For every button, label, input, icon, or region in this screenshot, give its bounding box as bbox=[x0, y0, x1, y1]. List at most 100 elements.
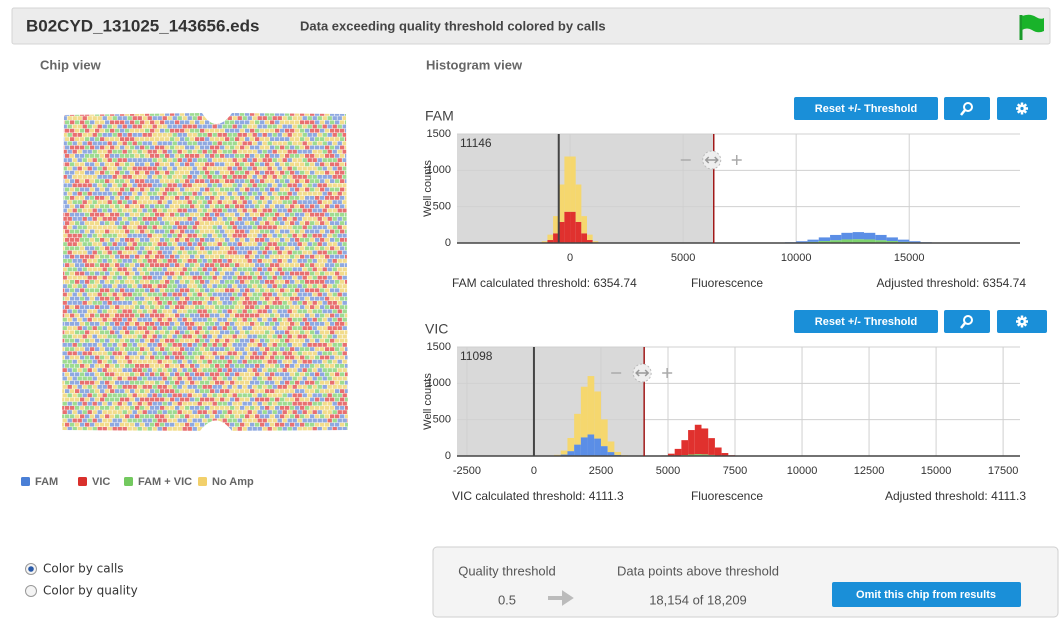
chip-well bbox=[123, 360, 127, 364]
chip-well bbox=[195, 356, 199, 360]
chip-well bbox=[303, 335, 307, 339]
chip-well bbox=[128, 360, 132, 364]
chip-well bbox=[248, 116, 252, 120]
chip-well bbox=[170, 288, 174, 292]
chip-well bbox=[303, 427, 307, 431]
chip-well bbox=[260, 120, 264, 124]
chip-well bbox=[183, 242, 187, 246]
chip-well bbox=[133, 343, 137, 347]
histogram-bar bbox=[830, 235, 841, 240]
chip-well bbox=[253, 402, 257, 406]
chip-well bbox=[88, 200, 92, 204]
chip-well bbox=[308, 234, 312, 238]
chip-well bbox=[238, 284, 242, 288]
chip-well bbox=[303, 141, 307, 145]
chip-well bbox=[293, 284, 297, 288]
chip-well bbox=[230, 297, 234, 301]
reset-button-label[interactable]: Reset +/- Threshold bbox=[815, 316, 917, 328]
chip-well bbox=[343, 393, 347, 397]
chip-well bbox=[198, 116, 202, 120]
chip-well bbox=[180, 263, 184, 267]
chip-well bbox=[148, 377, 152, 381]
chip-well bbox=[295, 129, 299, 133]
chip-well bbox=[165, 246, 169, 250]
chip-well bbox=[80, 204, 84, 208]
chip-well bbox=[333, 217, 337, 221]
radio-label[interactable]: Color by quality bbox=[43, 584, 138, 598]
chip-well bbox=[240, 389, 244, 393]
chip-well bbox=[235, 398, 239, 402]
chip-well bbox=[338, 150, 342, 154]
chip-well bbox=[280, 112, 284, 116]
chip-well bbox=[93, 410, 97, 414]
zoom-button[interactable] bbox=[944, 310, 990, 333]
histogram-bar bbox=[561, 451, 568, 455]
chip-well bbox=[108, 242, 112, 246]
histogram-bar bbox=[864, 233, 875, 240]
radio-dot[interactable] bbox=[28, 566, 34, 572]
chip-well bbox=[218, 326, 222, 330]
chip-well bbox=[125, 347, 129, 351]
chip-well bbox=[278, 293, 282, 297]
chip-well bbox=[348, 276, 352, 280]
chip-well bbox=[228, 251, 232, 255]
chip-well bbox=[193, 125, 197, 129]
chip-well bbox=[250, 305, 254, 309]
chip-well bbox=[98, 343, 102, 347]
chip-well bbox=[150, 414, 154, 418]
chip-well bbox=[138, 309, 142, 313]
chip-well bbox=[270, 372, 274, 376]
chip-well bbox=[65, 280, 69, 284]
reset-button-label[interactable]: Reset +/- Threshold bbox=[815, 103, 917, 115]
chip-well bbox=[95, 221, 99, 225]
chip-well bbox=[158, 335, 162, 339]
chip-well bbox=[230, 389, 234, 393]
chip-well bbox=[298, 259, 302, 263]
chip-well bbox=[260, 398, 264, 402]
chip-well bbox=[263, 343, 267, 347]
chip-well bbox=[65, 137, 69, 141]
chip-well bbox=[330, 322, 334, 326]
chip-well bbox=[198, 234, 202, 238]
chip-well bbox=[150, 255, 154, 259]
radio-label[interactable]: Color by calls bbox=[43, 562, 124, 576]
omit-button-label[interactable]: Omit this chip from results bbox=[856, 589, 996, 601]
chip-well bbox=[145, 154, 149, 158]
chip-well bbox=[290, 146, 294, 150]
chip-well bbox=[343, 377, 347, 381]
chip-well bbox=[98, 234, 102, 238]
chip-well bbox=[290, 406, 294, 410]
chip-well bbox=[215, 188, 219, 192]
chip-well bbox=[348, 242, 352, 246]
chip-well bbox=[198, 402, 202, 406]
chip-well bbox=[300, 272, 304, 276]
chip-well bbox=[143, 158, 147, 162]
chip-well bbox=[155, 171, 159, 175]
chip-well bbox=[253, 351, 257, 355]
chip-well bbox=[188, 133, 192, 137]
chip-well bbox=[180, 431, 184, 435]
chip-well bbox=[208, 385, 212, 389]
chip-well bbox=[98, 267, 102, 271]
zoom-button[interactable] bbox=[944, 97, 990, 120]
chip-well bbox=[255, 347, 259, 351]
chip-well bbox=[178, 116, 182, 120]
chip-well bbox=[345, 188, 349, 192]
chip-well bbox=[315, 347, 319, 351]
chip-well bbox=[203, 251, 207, 255]
chip-well bbox=[198, 158, 202, 162]
chip-well bbox=[185, 297, 189, 301]
chip-well bbox=[73, 267, 77, 271]
radio-button[interactable] bbox=[26, 586, 37, 597]
chip-well bbox=[300, 431, 304, 435]
chip-well bbox=[160, 305, 164, 309]
chip-well bbox=[85, 356, 89, 360]
chip-well bbox=[255, 364, 259, 368]
chip-well bbox=[298, 192, 302, 196]
chip-well bbox=[190, 414, 194, 418]
chip-well bbox=[288, 192, 292, 196]
chip-well bbox=[105, 146, 109, 150]
chip-well bbox=[308, 116, 312, 120]
chip-well bbox=[200, 246, 204, 250]
chip-well bbox=[220, 221, 224, 225]
